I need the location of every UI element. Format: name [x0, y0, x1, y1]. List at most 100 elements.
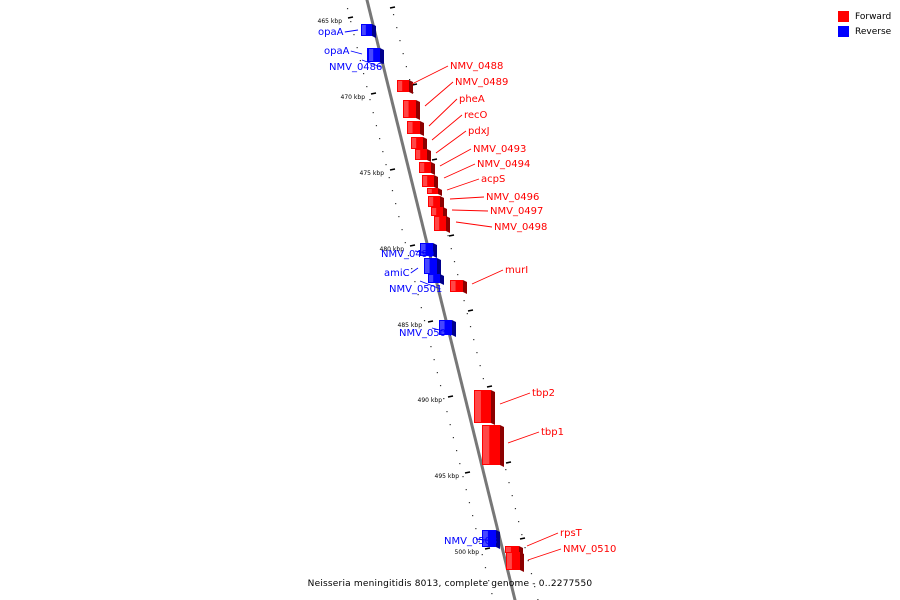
gene-label[interactable]: NMV_0493 — [473, 144, 526, 155]
gene-leader-line — [361, 59, 381, 68]
tick-label: 490 kbp — [418, 397, 443, 404]
scale-dot — [350, 21, 352, 23]
gene-block[interactable] — [434, 216, 446, 231]
gene-label[interactable]: pdxJ — [468, 126, 490, 137]
gene-nmv-0501[interactable]: NMV_0501 — [389, 274, 444, 295]
gene-nmv-0486[interactable]: NMV_0486 — [329, 48, 384, 73]
gene-label[interactable]: recO — [464, 110, 488, 121]
gene-block-highlight — [440, 321, 445, 334]
gene-nmv-0493[interactable]: NMV_0493 — [419, 144, 526, 175]
gene-block-highlight — [421, 244, 426, 255]
gene-label[interactable]: NMV_0497 — [490, 206, 543, 217]
gene-block-side — [446, 216, 450, 233]
gene-block[interactable] — [482, 530, 496, 547]
gene-label[interactable]: NMV_0498 — [494, 222, 547, 233]
scale-dot — [372, 112, 374, 114]
gene-label[interactable]: murI — [505, 265, 528, 276]
gene-label[interactable]: NMV_0494 — [477, 159, 530, 170]
gene-label[interactable]: NMV_0489 — [455, 77, 508, 88]
gene-block[interactable] — [474, 390, 491, 423]
gene-nmv-0494[interactable]: NMV_0494 — [422, 159, 530, 189]
scale-dot — [521, 534, 523, 536]
gene-block-highlight — [429, 275, 434, 282]
gene-label[interactable]: acpS — [481, 174, 505, 185]
gene-block-side — [437, 258, 441, 276]
scale-dot — [466, 313, 468, 315]
gene-tbp2[interactable]: tbp2 — [474, 388, 555, 425]
scale-dot — [462, 476, 464, 478]
gene-nmv-0496[interactable]: NMV_0496 — [428, 192, 539, 209]
gene-block[interactable] — [411, 137, 423, 149]
legend: Forward Reverse — [838, 9, 891, 39]
gene-nmv-0497[interactable]: NMV_0497 — [431, 206, 543, 218]
gene-phea[interactable]: pheA — [407, 94, 485, 136]
gene-label[interactable]: NMV_0486 — [329, 62, 382, 73]
gene-block[interactable] — [422, 175, 434, 187]
gene-label[interactable]: NMV_0504 — [399, 328, 452, 339]
gene-block[interactable] — [431, 207, 443, 216]
gene-block-side — [491, 390, 495, 425]
gene-label[interactable]: opaA — [318, 27, 344, 38]
scale-dot — [375, 125, 378, 127]
gene-block[interactable] — [419, 162, 431, 173]
gene-label[interactable]: rpsT — [560, 528, 583, 539]
gene-label[interactable]: NMV_0501 — [389, 284, 442, 295]
gene-label[interactable]: NMV_0508 — [444, 536, 497, 547]
gene-label[interactable]: NMV_0499 — [381, 249, 434, 260]
gene-opaa[interactable]: opaA — [318, 24, 376, 38]
gene-nmv-0498[interactable]: NMV_0498 — [434, 216, 547, 233]
gene-label[interactable]: NMV_0488 — [450, 61, 503, 72]
gene-block[interactable] — [427, 188, 438, 194]
gene-block[interactable] — [407, 121, 420, 134]
gene-block-highlight — [483, 531, 488, 546]
gene-label[interactable]: opaA — [324, 46, 350, 57]
gene-block[interactable] — [428, 196, 440, 207]
gene-amic[interactable]: amiC — [384, 258, 441, 279]
gene-block[interactable] — [424, 258, 437, 274]
gene-leader-line — [411, 65, 449, 85]
gene-block[interactable] — [415, 149, 427, 160]
gene-block[interactable] — [403, 100, 416, 118]
scale-dot — [491, 593, 493, 595]
gene-label[interactable]: NMV_0496 — [486, 192, 539, 203]
gene-label[interactable]: pheA — [459, 94, 485, 105]
gene-block[interactable] — [439, 320, 452, 335]
scale-dot — [408, 79, 411, 81]
gene-nmv-0499[interactable]: NMV_0499 — [381, 243, 437, 260]
gene-nmv-0508[interactable]: NMV_0508 — [444, 530, 500, 549]
gene-muri[interactable]: murI — [450, 265, 528, 294]
scale-dot — [362, 73, 365, 75]
gene-label[interactable]: amiC — [384, 268, 410, 279]
scale-dot — [453, 261, 456, 263]
scale-dot — [396, 27, 398, 29]
gene-nmv-0489[interactable]: NMV_0489 — [403, 77, 508, 120]
gene-nmv-0488[interactable]: NMV_0488 — [397, 61, 503, 94]
gene-nmv-0510[interactable]: NMV_0510 — [506, 544, 616, 572]
gene-reco[interactable]: recO — [411, 110, 488, 151]
scale-dot — [475, 528, 477, 530]
scale-dot — [465, 489, 467, 491]
gene-block[interactable] — [450, 280, 463, 292]
gene-label[interactable]: NMV_0510 — [563, 544, 616, 555]
gene-acps[interactable]: acpS — [427, 174, 505, 196]
gene-block[interactable] — [361, 24, 372, 36]
gene-nmv-0504[interactable]: NMV_0504 — [399, 320, 456, 339]
scale-dot — [423, 320, 426, 322]
gene-block[interactable] — [505, 546, 519, 553]
gene-block[interactable] — [482, 425, 500, 465]
gene-block[interactable] — [428, 274, 440, 283]
gene-block[interactable] — [368, 48, 380, 62]
gene-leader-line — [410, 267, 419, 274]
gene-label[interactable]: tbp2 — [532, 388, 555, 399]
gene-leader-line — [475, 538, 496, 542]
gene-block[interactable] — [506, 552, 520, 570]
gene-block-highlight — [404, 101, 409, 117]
gene-block-side — [452, 320, 456, 337]
gene-pdxj[interactable]: pdxJ — [415, 126, 490, 162]
gene-block-side — [443, 207, 447, 218]
gene-tbp1[interactable]: tbp1 — [482, 425, 564, 467]
gene-label[interactable]: tbp1 — [541, 427, 564, 438]
scale-dot — [508, 482, 510, 484]
gene-block[interactable] — [397, 80, 409, 92]
scale-dot — [530, 573, 533, 575]
